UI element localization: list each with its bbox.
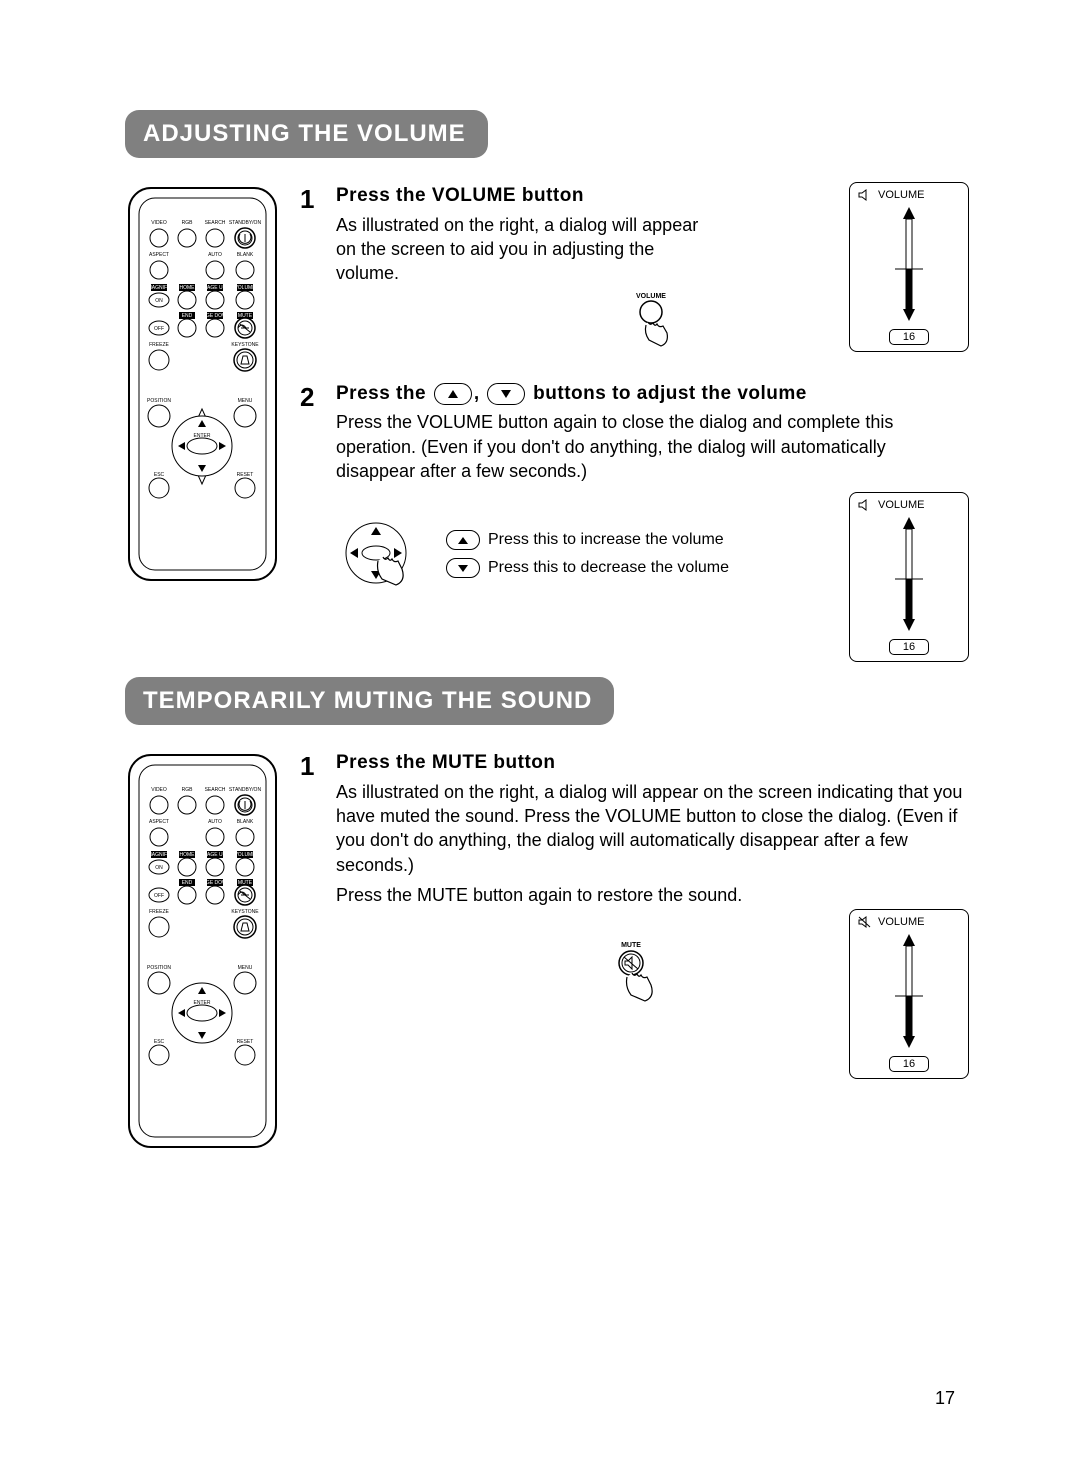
svg-text:BLANK: BLANK — [237, 819, 254, 825]
svg-text:MAGNIFY: MAGNIFY — [148, 285, 171, 291]
increase-desc: Press this to increase the volume — [446, 530, 729, 550]
step-text: Press the VOLUME button again to close t… — [336, 410, 965, 483]
svg-text:MENU: MENU — [238, 398, 253, 404]
svg-text:VOLUME: VOLUME — [234, 285, 256, 291]
svg-text:POSITION: POSITION — [147, 965, 171, 971]
svg-text:STANDBY/ON: STANDBY/ON — [229, 787, 262, 793]
down-button-icon — [446, 558, 480, 578]
section-header: ADJUSTING THE VOLUME — [125, 110, 488, 158]
svg-text:POSITION: POSITION — [147, 398, 171, 404]
svg-text:KEYSTONE: KEYSTONE — [231, 342, 259, 348]
step-1-mute: 1 Press the MUTE button As illustrated o… — [300, 751, 965, 1017]
dialog-label: VOLUME — [878, 189, 924, 201]
hand-press-volume-icon: VOLUME — [611, 288, 691, 358]
svg-text:KEYSTONE: KEYSTONE — [231, 909, 259, 915]
dialog-label: VOLUME — [878, 916, 924, 928]
svg-text:ASPECT: ASPECT — [149, 819, 169, 825]
up-button-icon — [434, 383, 472, 405]
speaker-icon — [858, 499, 872, 511]
svg-text:SEARCH: SEARCH — [205, 787, 226, 793]
remote-svg: VIDEO RGB SEARCH STANDBY/ON ASPECT AUTO … — [125, 184, 280, 584]
svg-text:FREEZE: FREEZE — [149, 909, 169, 915]
svg-text:VOLUME: VOLUME — [636, 293, 666, 300]
svg-text:ENTER: ENTER — [194, 433, 211, 439]
svg-text:PAGE UP: PAGE UP — [204, 285, 227, 291]
svg-text:PAGE UP: PAGE UP — [204, 852, 227, 858]
svg-text:OFF: OFF — [154, 893, 164, 899]
svg-text:ON: ON — [155, 298, 163, 304]
svg-text:VIDEO: VIDEO — [151, 220, 167, 226]
remote-illustration-2: VIDEO RGB SEARCH STANDBY/ON ASPECT AUTO … — [125, 751, 300, 1156]
svg-text:RESET: RESET — [237, 472, 254, 478]
down-button-icon — [487, 383, 525, 405]
svg-text:ASPECT: ASPECT — [149, 252, 169, 258]
svg-text:PAGE DOWN: PAGE DOWN — [200, 880, 231, 886]
step-text-2: Press the MUTE button again to restore t… — [336, 883, 965, 907]
step-number: 1 — [300, 751, 336, 779]
page-number: 17 — [935, 1388, 955, 1409]
volume-dialog-mute: VOLUME 16 — [849, 909, 969, 1079]
hand-press-mute-icon: MUTE — [591, 937, 671, 1017]
svg-text:VOLUME: VOLUME — [234, 852, 256, 858]
dialog-value: 16 — [889, 329, 929, 345]
section-mute-sound: TEMPORARILY MUTING THE SOUND VIDEO RGB S… — [125, 677, 965, 1156]
section-header: TEMPORARILY MUTING THE SOUND — [125, 677, 614, 725]
step-1: 1 Press the VOLUME button As illustrated… — [300, 184, 965, 358]
svg-text:VIDEO: VIDEO — [151, 787, 167, 793]
svg-text:HOME: HOME — [180, 852, 196, 858]
svg-text:END: END — [182, 313, 193, 319]
section-adjust-volume: ADJUSTING THE VOLUME VIDEO RGB SEARCH ST… — [125, 110, 965, 617]
volume-dialog-1: VOLUME 16 — [849, 182, 969, 352]
svg-text:RGB: RGB — [182, 787, 194, 793]
svg-text:AUTO: AUTO — [208, 252, 222, 258]
decrease-desc: Press this to decrease the volume — [446, 558, 729, 578]
svg-text:RESET: RESET — [237, 1039, 254, 1045]
remote-illustration-1: VIDEO RGB SEARCH STANDBY/ON ASPECT AUTO … — [125, 184, 300, 589]
step-number: 2 — [300, 382, 336, 410]
svg-text:STANDBY/ON: STANDBY/ON — [229, 220, 262, 226]
svg-text:PAGE DOWN: PAGE DOWN — [200, 313, 231, 319]
step-number: 1 — [300, 184, 336, 212]
svg-text:FREEZE: FREEZE — [149, 342, 169, 348]
step-title: Press the , buttons to adjust the volume — [336, 382, 965, 407]
svg-text:ESC: ESC — [154, 1039, 165, 1045]
volume-dialog-2: VOLUME 16 — [849, 492, 969, 662]
svg-text:MAGNIFY: MAGNIFY — [148, 852, 171, 858]
step-text: As illustrated on the right, a dialog wi… — [336, 213, 716, 286]
step-2: 2 Press the , buttons to adjust the volu… — [300, 382, 965, 604]
remote-svg: VIDEO RGB SEARCH STANDBY/ON ASPECT AUTO … — [125, 751, 280, 1151]
svg-text:ON: ON — [155, 865, 163, 871]
svg-text:AUTO: AUTO — [208, 819, 222, 825]
svg-text:SEARCH: SEARCH — [205, 220, 226, 226]
dialog-label: VOLUME — [878, 499, 924, 511]
svg-text:OFF: OFF — [154, 326, 164, 332]
dialog-value: 16 — [889, 639, 929, 655]
svg-text:MENU: MENU — [238, 965, 253, 971]
dialog-value: 16 — [889, 1056, 929, 1072]
svg-text:RGB: RGB — [182, 220, 194, 226]
svg-text:BLANK: BLANK — [237, 252, 254, 258]
hand-press-dpad-icon — [336, 513, 426, 603]
speaker-icon — [858, 189, 872, 201]
speaker-mute-icon — [858, 916, 872, 928]
step-text: As illustrated on the right, a dialog wi… — [336, 780, 965, 877]
svg-text:HOME: HOME — [180, 285, 196, 291]
svg-text:ENTER: ENTER — [194, 1000, 211, 1006]
step-title: Press the MUTE button — [336, 751, 965, 776]
up-button-icon — [446, 530, 480, 550]
svg-text:ESC: ESC — [154, 472, 165, 478]
svg-text:END: END — [182, 880, 193, 886]
svg-text:MUTE: MUTE — [621, 942, 641, 949]
